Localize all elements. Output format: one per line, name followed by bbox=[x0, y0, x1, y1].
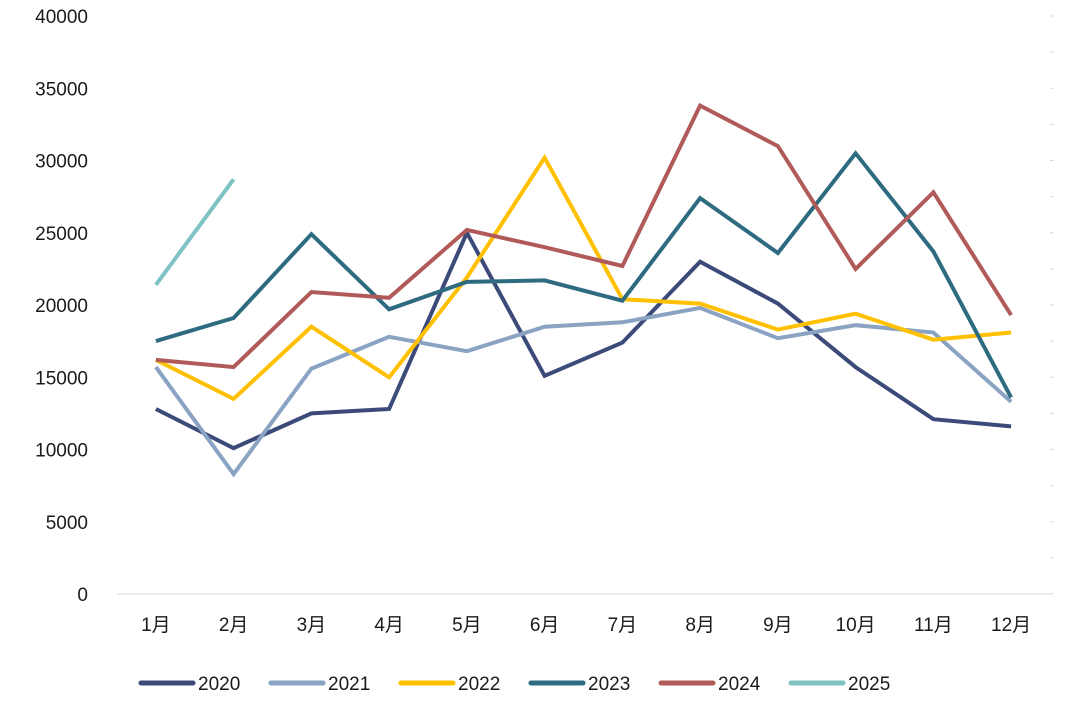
legend-label-2020: 2020 bbox=[198, 674, 240, 695]
y-tick-label: 30000 bbox=[35, 152, 88, 173]
legend: 2020 2021 2022 2023 2024 2025 bbox=[138, 674, 890, 695]
y-tick-label: 15000 bbox=[35, 368, 88, 389]
legend-label-2022: 2022 bbox=[458, 674, 500, 695]
x-tick-label: 1月 bbox=[141, 615, 171, 636]
right-axis-dashes bbox=[1050, 15, 1053, 595]
y-tick-label: 25000 bbox=[35, 224, 88, 245]
x-tick-label: 12月 bbox=[991, 615, 1031, 636]
x-tick-label: 5月 bbox=[452, 615, 482, 636]
y-tick-label: 0 bbox=[77, 585, 88, 606]
legend-label-2024: 2024 bbox=[718, 674, 761, 695]
x-tick-label: 9月 bbox=[763, 615, 793, 636]
y-axis: 0 5000 10000 15000 20000 25000 30000 35000 40000 bbox=[35, 7, 88, 606]
series-line-2022 bbox=[155, 153, 1012, 402]
series-line-2021 bbox=[154, 305, 1013, 478]
series-line-2020 bbox=[155, 228, 1012, 451]
y-tick-label: 35000 bbox=[35, 79, 88, 100]
x-tick-label: 7月 bbox=[608, 615, 638, 636]
x-tick-label: 3月 bbox=[297, 615, 327, 636]
legend-label-2023: 2023 bbox=[588, 674, 630, 695]
x-tick-label: 8月 bbox=[685, 615, 715, 636]
series-line-2025 bbox=[154, 178, 236, 286]
y-tick-label: 5000 bbox=[46, 513, 88, 534]
y-tick-label: 40000 bbox=[35, 7, 88, 28]
y-tick-label: 10000 bbox=[35, 441, 88, 462]
series-lines bbox=[154, 102, 1013, 478]
x-axis: 1月 2月 3月 4月 5月 6月 7月 8月 9月 10月 11月 12月 bbox=[117, 593, 1050, 636]
series-line-2023 bbox=[155, 150, 1013, 399]
x-tick-label: 11月 bbox=[914, 615, 953, 636]
x-tick-label: 2月 bbox=[219, 615, 249, 636]
x-tick-label: 4月 bbox=[374, 615, 404, 636]
series-line-2024 bbox=[155, 102, 1013, 370]
y-tick-label: 20000 bbox=[35, 296, 88, 317]
legend-label-2021: 2021 bbox=[328, 674, 370, 695]
x-tick-label: 6月 bbox=[530, 615, 560, 636]
x-tick-label: 10月 bbox=[836, 615, 876, 636]
legend-label-2025: 2025 bbox=[848, 674, 890, 695]
